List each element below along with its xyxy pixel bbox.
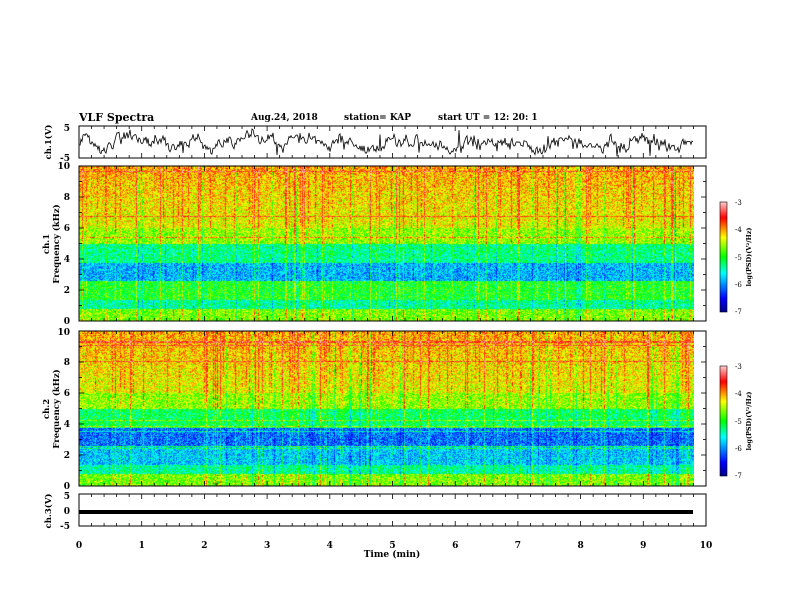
ch2-colorbar-tick: -4 — [735, 390, 742, 398]
ch1-spectrogram-frame — [78, 165, 707, 322]
station-label: station= KAP — [344, 113, 412, 123]
ch2-colorbar — [720, 366, 727, 476]
ch2-colorbar-tick: -5 — [735, 418, 742, 426]
ch1-colorbar-tick: -5 — [735, 254, 742, 262]
ch1-spec-ytick: 8 — [64, 193, 70, 203]
ch3-wave-ytick: 0 — [64, 507, 70, 517]
ch2-spec-ytick: 6 — [64, 389, 70, 399]
ch3-wave-ytick: 5 — [64, 492, 70, 502]
ch2-colorbar-tick: -7 — [735, 472, 742, 480]
ch1-colorbar-tick: -7 — [735, 308, 742, 316]
ch2-spec-ytick: 0 — [64, 482, 70, 492]
x-tick-label: 2 — [201, 541, 207, 551]
chart-title: VLF Spectra — [79, 111, 155, 124]
ch2-spec-ytick: 2 — [64, 451, 70, 461]
x-tick-label: 5 — [389, 541, 395, 551]
ch1-spectrogram-image — [79, 166, 694, 321]
ch3-waveform-line — [79, 510, 693, 514]
ch1-colorbar-label: log(PSD)(V²/Hz) — [745, 228, 753, 287]
ch2-spec-ylabel-line2: Frequency (kHz) — [51, 369, 62, 448]
ch1-spec-ytick: 2 — [64, 286, 70, 296]
ch1-wave-ytick-top: 5 — [64, 124, 70, 134]
ch2-spec-ytick: 4 — [64, 420, 70, 430]
ch1-spec-ylabel-line1: ch.1 — [42, 234, 52, 254]
x-tick-label: 4 — [327, 541, 333, 551]
x-tick-label: 3 — [264, 541, 270, 551]
x-tick-label: 8 — [577, 541, 583, 551]
ch1-wave-ylabel: ch.1(V) — [43, 125, 54, 160]
ch1-spec-ytick: 6 — [64, 224, 70, 234]
x-tick-label: 7 — [515, 541, 521, 551]
ch1-waveform-line — [79, 128, 694, 157]
ch2-spec-ytick: 8 — [64, 358, 70, 368]
ch1-spec-ylabel-line2: Frequency (kHz) — [51, 204, 62, 283]
ch2-colorbar-tick: -3 — [735, 363, 742, 371]
ch2-spec-ytick: 10 — [57, 328, 70, 338]
ch2-spec-ylabel-line1: ch.2 — [42, 399, 52, 419]
ch2-colorbar-label: log(PSD)(V²/Hz) — [745, 392, 753, 451]
ch2-spectrogram-frame — [78, 330, 707, 487]
time-ticks — [78, 126, 707, 526]
ch1-colorbar-frame — [719, 201, 728, 313]
value-ticks — [79, 165, 706, 487]
ch2-colorbar-tick: -6 — [735, 445, 742, 453]
ch1-spec-ytick: 4 — [64, 255, 70, 265]
ch1-colorbar-tick: -3 — [735, 199, 742, 207]
ch2-colorbar-frame — [719, 365, 728, 477]
x-tick-label: 10 — [700, 541, 713, 551]
ch1-colorbar-tick: -4 — [735, 226, 742, 234]
x-tick-label: 9 — [640, 541, 646, 551]
ch1-colorbar — [720, 202, 727, 312]
x-tick-label: 0 — [76, 541, 82, 551]
date-label: Aug.24, 2018 — [251, 113, 318, 123]
ch2-spectrogram-image — [79, 331, 694, 486]
x-tick-label: 6 — [452, 541, 458, 551]
start-time-label: start UT = 12: 20: 1 — [438, 113, 538, 123]
ch1-spec-ytick: 0 — [64, 317, 70, 327]
ch1-wave-ytick-bottom: -5 — [60, 154, 70, 164]
ch3-wave-ylabel: ch.3(V) — [43, 494, 54, 529]
x-axis-label: Time (min) — [364, 549, 421, 560]
ch1-spec-ytick: 10 — [57, 162, 70, 172]
x-tick-label: 1 — [139, 541, 145, 551]
ch3-wave-ytick: -5 — [60, 522, 70, 532]
ch1-colorbar-tick: -6 — [735, 281, 742, 289]
